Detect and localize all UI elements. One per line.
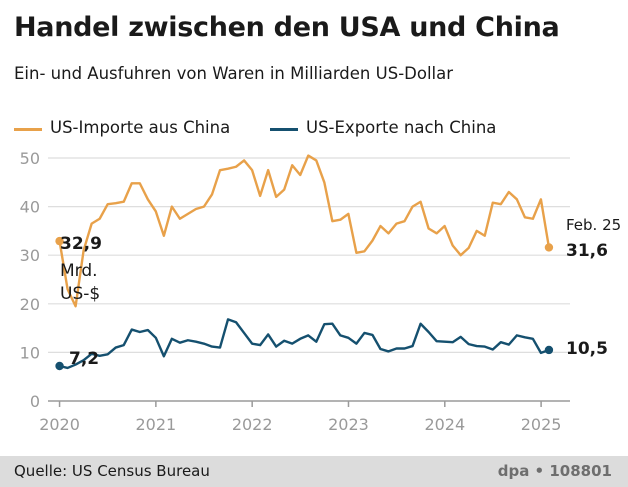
- x-tick-label-2021: 2021: [136, 415, 177, 434]
- legend-swatch-imports: [14, 128, 42, 131]
- grid-layer: [48, 157, 570, 353]
- axis-layer: 0 10 20 30 40 50 2020 2021 2022 2023 2024 2025: [20, 149, 570, 434]
- series-layer: [58, 154, 551, 370]
- legend-label-imports: US-Importe aus China: [50, 118, 231, 137]
- series-start-marker-1: [55, 361, 64, 371]
- series-line-1: [58, 318, 551, 370]
- chart-subtitle: Ein- und Ausfuhren von Waren in Milliard…: [14, 64, 454, 83]
- series-end-marker-1: [544, 345, 554, 355]
- source-text: Quelle: US Census Bureau: [14, 462, 210, 480]
- annotation-export-end: 10,5: [566, 339, 608, 359]
- annotation-unit-line2: US-$: [60, 284, 100, 304]
- line-chart: 0 10 20 30 40 50 2020 2021 2022 2023 2024 2025 32,9…: [20, 149, 622, 434]
- annotation-end-date: Feb. 25: [566, 216, 621, 234]
- y-tick-label-30: 30: [20, 246, 40, 265]
- x-tick-label-2024: 2024: [424, 415, 465, 434]
- y-tick-label-40: 40: [20, 198, 40, 217]
- footer-bar: [0, 456, 628, 487]
- x-tick-label-2025: 2025: [521, 415, 562, 434]
- x-tick-label-2023: 2023: [328, 415, 369, 434]
- y-tick-label-50: 50: [20, 149, 40, 168]
- y-tick-label-10: 10: [20, 343, 40, 362]
- credit-text: dpa • 108801: [497, 462, 612, 480]
- legend-swatch-exports: [270, 128, 298, 131]
- chart-title: Handel zwischen den USA und China: [14, 12, 560, 43]
- series-start-marker-0: [55, 236, 64, 246]
- series-line-0: [58, 154, 551, 308]
- y-tick-label-0: 0: [30, 392, 40, 411]
- annotation-import-end: 31,6: [566, 241, 608, 261]
- series-end-marker-0: [544, 243, 554, 252]
- annotation-unit-line1: Mrd.: [60, 261, 98, 281]
- legend-label-exports: US-Exporte nach China: [306, 118, 497, 137]
- annotation-import-start: 32,9: [60, 234, 102, 254]
- marker-layer: [55, 236, 554, 371]
- x-tick-label-2022: 2022: [232, 415, 273, 434]
- annotation-layer: 32,9 Mrd. US-$ 7,2 Feb. 25 31,6 10,5: [60, 216, 621, 369]
- annotation-export-start: 7,2: [69, 349, 99, 369]
- y-tick-label-20: 20: [20, 295, 40, 314]
- x-tick-label-2020: 2020: [39, 415, 80, 434]
